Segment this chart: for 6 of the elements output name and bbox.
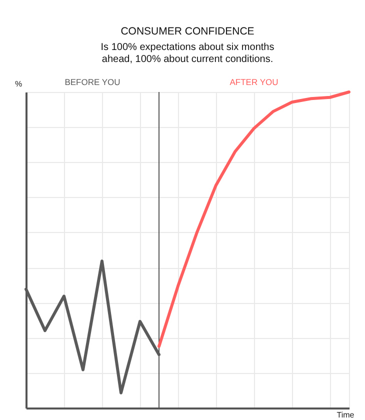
x-axis-title: Time [336,410,355,420]
chart-subtitle: Is 100% expectations about six months ahead, 100% about current conditions. [100,42,274,65]
chart-title: CONSUMER CONFIDENCE [120,26,254,38]
text: AFTER YOU [230,77,278,87]
y-axis-title: % [14,80,22,88]
text: BEFORE YOU [64,77,120,87]
